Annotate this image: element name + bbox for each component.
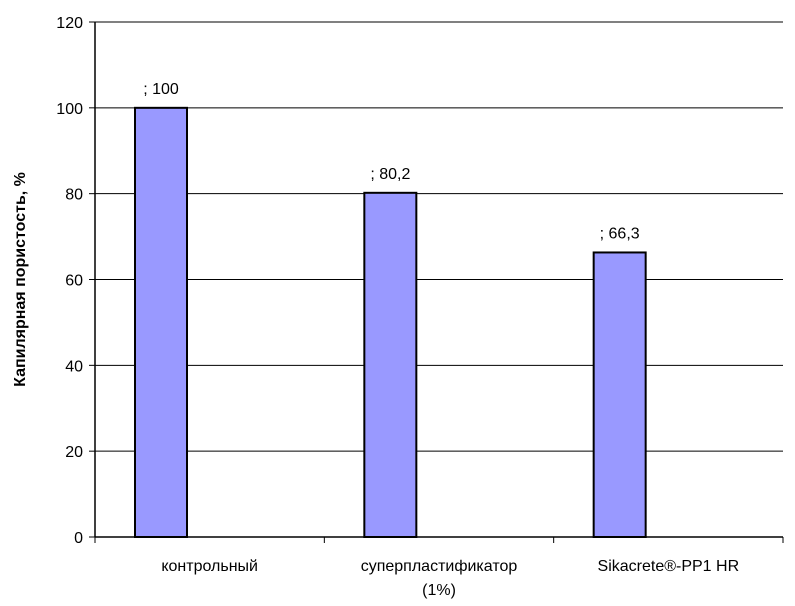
x-tick-labels: контрольный суперпластификатор (1%) Sikacre… — [161, 558, 739, 599]
y-tick-label: 120 — [56, 15, 83, 32]
gridlines — [95, 21, 783, 452]
data-label: ; 80,2 — [370, 166, 410, 183]
x-tick-label: суперпластификатор (1%) — [361, 558, 518, 599]
x-tick-label: Sikacrete®-PP1 HR — [598, 558, 740, 575]
data-label: ; 66,3 — [600, 225, 640, 242]
bar — [363, 191, 418, 539]
data-labels: ; 100 ; 80,2 ; 66,3 — [143, 81, 640, 243]
y-ticks: 0 20 40 60 80 100 120 — [56, 15, 95, 547]
bar — [592, 251, 647, 538]
y-tick-label: 40 — [65, 358, 83, 375]
y-tick-label: 100 — [56, 101, 83, 118]
data-label: ; 100 — [143, 81, 179, 98]
bars — [134, 106, 647, 539]
y-tick-label: 0 — [74, 530, 83, 547]
y-tick-label: 80 — [65, 187, 83, 204]
axes — [94, 22, 784, 543]
y-tick-label: 20 — [65, 444, 83, 461]
y-axis-title: Капилярная пористость, % — [12, 172, 29, 387]
x-tick-label: контрольный — [161, 558, 258, 575]
bar — [134, 106, 188, 538]
y-tick-label: 60 — [65, 273, 83, 290]
